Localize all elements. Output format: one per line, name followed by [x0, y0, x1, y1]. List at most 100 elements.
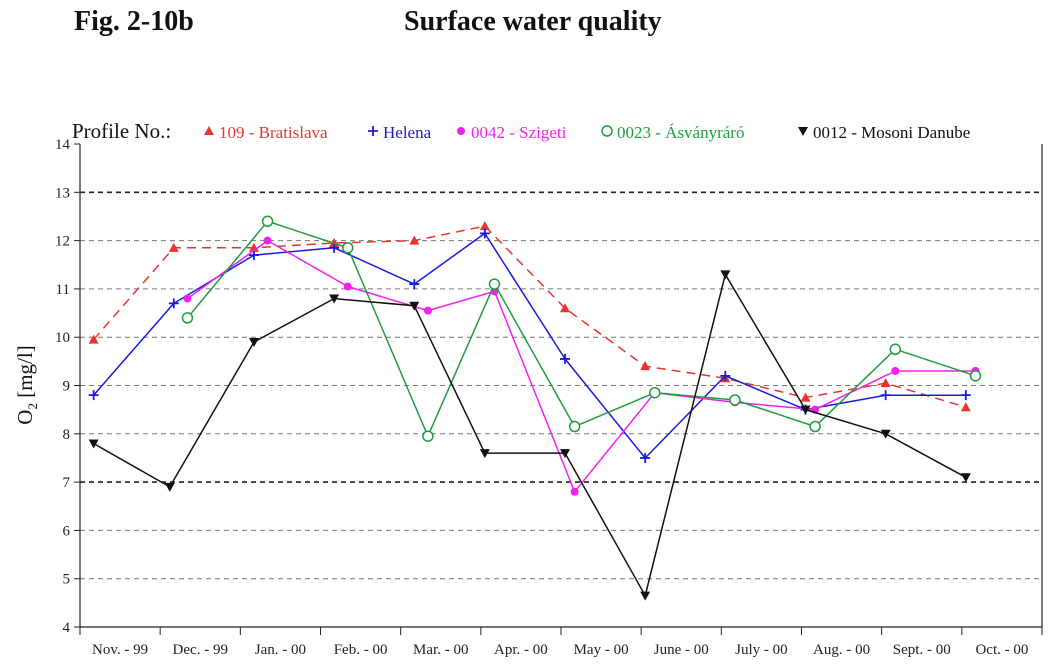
data-point-triangle-up [960, 402, 971, 412]
data-point-plus [88, 390, 99, 401]
x-tick-label: Mar. - 00 [413, 642, 468, 658]
y-tick-label: 12 [55, 234, 70, 250]
series-2 [183, 236, 980, 496]
data-point-triangle-down [248, 338, 259, 348]
series-4 [88, 270, 971, 601]
data-point-triangle-down [409, 301, 420, 311]
data-point-circle [261, 215, 274, 228]
x-tick-label: July - 00 [735, 642, 788, 658]
data-point-circle [969, 370, 982, 382]
series-0 [88, 221, 971, 412]
chart-grid [80, 191, 1042, 580]
figure-label: Fig. 2-10b [74, 6, 194, 37]
data-point-triangle-up [560, 303, 571, 313]
data-point-triangle-down [960, 473, 971, 483]
data-point-dot [183, 294, 192, 303]
x-tick-label: Nov. - 99 [92, 642, 148, 658]
data-point-circle [889, 343, 902, 356]
x-tick-label: Feb. - 00 [334, 642, 388, 658]
data-point-circle [649, 386, 661, 399]
data-point-dot [263, 236, 272, 245]
data-point-triangle-up [88, 334, 99, 344]
x-tick-label: Dec. - 99 [173, 642, 228, 658]
data-point-circle [181, 312, 194, 324]
data-point-triangle-up [880, 378, 891, 388]
y-tick-label: 7 [63, 475, 71, 491]
data-point-dot [570, 487, 579, 496]
legend-title: Profile No.: [72, 119, 171, 143]
series-line [186, 239, 976, 493]
data-point-triangle-up [800, 392, 811, 402]
series-line [93, 273, 967, 597]
legend-label: 0023 - Ásványráró [617, 123, 744, 142]
data-point-triangle-down [164, 482, 175, 492]
data-point-plus [168, 298, 179, 309]
data-point-triangle-down [329, 294, 340, 304]
x-tick-label: Oct. - 00 [975, 642, 1028, 658]
y-axis-label: O2 [mg/l] [13, 345, 40, 424]
y-tick-label: 5 [63, 572, 71, 588]
y-tick-label: 11 [56, 282, 70, 298]
data-point-triangle-up [640, 361, 651, 371]
series-line [186, 220, 976, 437]
data-point-triangle-down [88, 439, 99, 449]
data-point-plus [409, 279, 420, 290]
y-tick-label: 9 [63, 379, 71, 395]
data-point-dot [891, 367, 900, 376]
data-point-triangle-down [720, 270, 731, 280]
data-point-triangle-down [640, 591, 651, 601]
data-point-circle [809, 420, 821, 433]
x-tick-label: June - 00 [654, 642, 709, 658]
data-point-plus [880, 390, 891, 401]
data-point-circle [568, 420, 581, 433]
data-point-circle [422, 430, 434, 442]
x-tick-label: Aug. - 00 [813, 642, 870, 658]
x-axis-ticks: Nov. - 99 Dec. - 99 Jan. - 00 Feb. - 00 Mar.… [79, 627, 1043, 658]
data-point-circle [729, 394, 741, 406]
data-point-triangle-down [800, 405, 811, 415]
data-point-triangle-down [798, 127, 808, 136]
data-point-triangle-up [248, 242, 259, 252]
legend-label: 0012 - Mosoni Danube [813, 123, 970, 142]
legend-label: Helena [383, 123, 432, 142]
data-point-triangle-down [479, 449, 490, 459]
data-point-plus [960, 390, 971, 401]
y-tick-label: 4 [63, 620, 71, 636]
chart-series [88, 215, 982, 601]
x-tick-label: May - 00 [574, 642, 629, 658]
data-point-triangle-down [560, 449, 571, 459]
y-tick-label: 8 [63, 427, 71, 443]
legend-label: 0042 - Szigeti [471, 123, 567, 142]
chart-legend: Profile No.: 109 - Bratislava Helena 0042 … [72, 119, 970, 143]
data-point-dot [423, 306, 432, 315]
x-tick-label: Apr. - 00 [494, 642, 548, 658]
data-point-plus [560, 353, 571, 364]
figure-title: Surface water quality [404, 6, 662, 37]
data-point-plus [640, 452, 651, 463]
data-point-plus [248, 250, 259, 261]
data-point-circle [488, 278, 501, 290]
data-point-dot [457, 127, 465, 135]
series-line [93, 225, 967, 408]
data-point-circle [601, 125, 613, 137]
data-point-triangle-up [479, 221, 490, 231]
y-tick-label: 13 [55, 185, 70, 201]
y-tick-label: 10 [55, 330, 70, 346]
y-tick-label: 6 [63, 523, 71, 539]
y-axis-ticks: 4 5 6 7 8 9 10 11 12 13 14 [55, 137, 80, 636]
data-point-triangle-up [168, 242, 179, 252]
data-point-circle [342, 242, 354, 254]
data-point-plus [368, 126, 378, 136]
data-point-plus [479, 228, 490, 239]
data-point-dot [343, 282, 352, 291]
data-point-plus [329, 242, 340, 253]
y-tick-label: 14 [55, 137, 71, 153]
x-tick-label: Jan. - 00 [255, 642, 306, 658]
data-point-triangle-down [880, 429, 891, 439]
legend-label: 109 - Bratislava [219, 123, 328, 142]
data-point-plus [720, 370, 731, 381]
data-point-triangle-up [204, 126, 214, 135]
x-tick-label: Sept. - 00 [893, 642, 951, 658]
data-point-triangle-up [409, 235, 420, 245]
